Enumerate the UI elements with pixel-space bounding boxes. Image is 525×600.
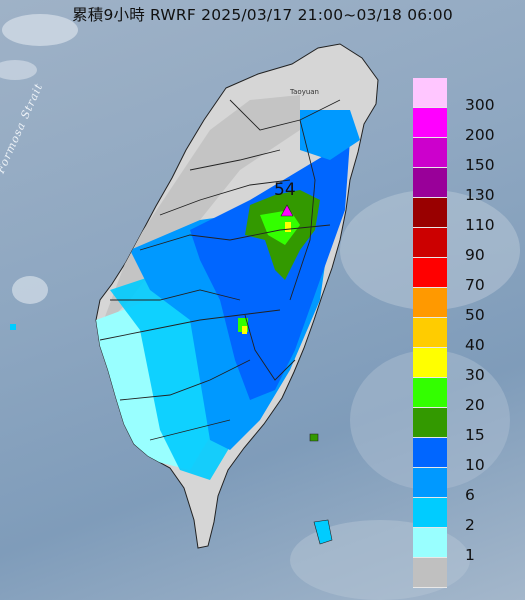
legend-label: 40 (465, 336, 485, 354)
county-boundaries (99, 99, 341, 441)
legend-swatch (413, 528, 447, 558)
legend-label: 90 (465, 246, 485, 264)
legend-label: 10 (465, 456, 485, 474)
legend-swatch (413, 78, 447, 108)
legend-label: 30 (465, 366, 485, 384)
legend-swatch (413, 138, 447, 168)
legend-label: 300 (465, 96, 495, 114)
legend-label: 20 (465, 396, 485, 414)
legend-swatch (413, 558, 447, 588)
legend-swatch (413, 318, 447, 348)
legend-label: 6 (465, 486, 475, 504)
legend-swatch (413, 228, 447, 258)
legend-swatch (413, 288, 447, 318)
legend-label: 200 (465, 126, 495, 144)
legend-label: 1 (465, 546, 475, 564)
legend-swatch (413, 108, 447, 138)
legend-swatch (413, 348, 447, 378)
max-rain-marker-icon (280, 204, 294, 217)
legend-swatch (413, 498, 447, 528)
legend-swatch (413, 168, 447, 198)
legend-swatch (413, 258, 447, 288)
legend-label: 130 (465, 186, 495, 204)
max-rain-value: 54 (274, 180, 296, 200)
map-title: 累積9小時 RWRF 2025/03/17 21:00~03/18 06:00 (72, 6, 453, 24)
penghu-islands (10, 324, 16, 330)
legend-swatch (413, 468, 447, 498)
legend-swatch (413, 198, 447, 228)
legend-label: 50 (465, 306, 485, 324)
legend-label: 15 (465, 426, 485, 444)
legend-label: 110 (465, 216, 495, 234)
legend-label: 2 (465, 516, 475, 534)
rainfall-layer (96, 95, 360, 480)
orchid-island (313, 519, 333, 545)
city-label: Taoyuan (290, 88, 319, 96)
green-island (309, 433, 319, 442)
legend-swatch (413, 378, 447, 408)
legend-swatch (413, 438, 447, 468)
legend-label: 70 (465, 276, 485, 294)
legend-label: 150 (465, 156, 495, 174)
legend-swatch (413, 408, 447, 438)
